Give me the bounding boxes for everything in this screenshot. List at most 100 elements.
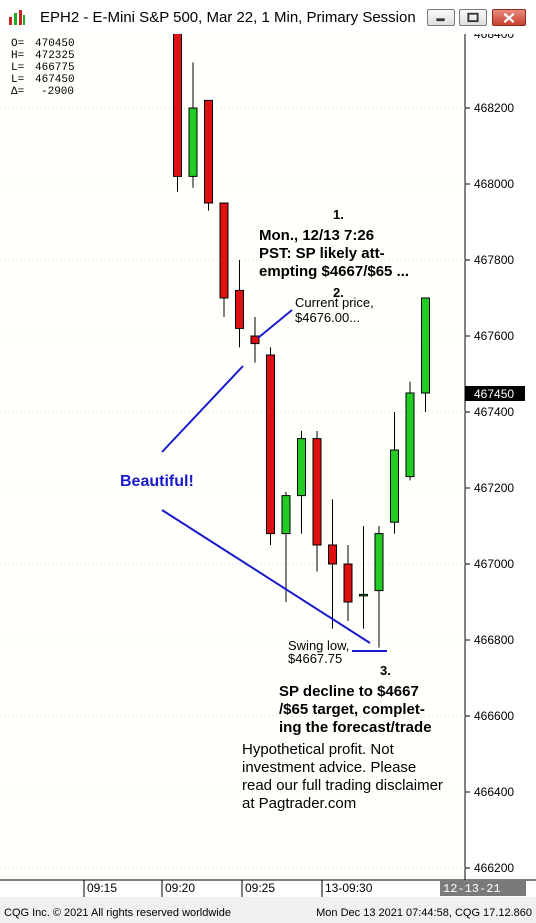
date-tag-bg [440, 880, 526, 896]
status-timestamp: Mon Dec 13 2021 07:44:58, CQG 17.12.860 [316, 907, 532, 919]
note-1-line-2: PST: SP likely att- [259, 245, 385, 262]
current-price-pointer [257, 309, 293, 339]
y-tick-label: 467800 [474, 253, 514, 267]
annotation-lines [161, 309, 387, 652]
candle-body [390, 449, 399, 523]
y-tick-label: 468200 [474, 101, 514, 115]
plot-area [0, 34, 465, 880]
ohlc-high: H= 472325 [11, 50, 75, 62]
app-icon [9, 10, 25, 25]
candle [421, 297, 430, 412]
candle [390, 412, 399, 534]
note-3-line-1: SP decline to $4667 [279, 683, 419, 700]
maximize-button[interactable] [459, 9, 487, 26]
candle-body [281, 495, 291, 535]
beautiful-line-lower [161, 509, 371, 644]
x-axis-panel [0, 880, 536, 897]
maximize-icon [467, 12, 479, 23]
beautiful-line-upper [161, 365, 244, 453]
price-tag: 467450 [474, 387, 514, 401]
note-2-line-1: Current price, [295, 295, 374, 310]
x-tick-label: 09:20 [165, 881, 195, 895]
close-button[interactable] [492, 9, 526, 26]
candle-body [266, 354, 275, 535]
candle-body [312, 438, 322, 546]
x-ticks: 09:15 09:20 09:25 13-09:30 [83, 880, 373, 897]
candle-body [328, 544, 337, 565]
window-title: EPH2 - E-Mini S&P 500, Mar 22, 1 Min, Pr… [40, 9, 416, 26]
minimize-button[interactable] [427, 9, 455, 26]
y-tick-label: 466600 [474, 709, 514, 723]
y-axis-panel [465, 34, 536, 880]
candle-body [250, 335, 260, 345]
x-tick-label: 13-09:30 [325, 881, 373, 895]
window-titlebar[interactable]: EPH2 - E-Mini S&P 500, Mar 22, 1 Min, Pr… [0, 0, 536, 35]
candle [328, 499, 337, 629]
candle-body [188, 107, 198, 177]
note-3: 3. SP decline to $4667 /$65 target, comp… [279, 663, 432, 736]
note-2-number: 2. [333, 285, 344, 300]
candle [281, 491, 291, 602]
candle-body [421, 297, 430, 394]
candle [266, 347, 275, 545]
candle-body [343, 563, 353, 603]
swing-low-line-1: Swing low, [288, 638, 349, 653]
candle [405, 381, 415, 481]
note-1-line-3: empting $4667/$65 ... [259, 263, 409, 280]
price-chart[interactable]: 468200 468000 467800 467600 467400 467200 4670… [0, 34, 536, 897]
x-tick-label: 09:15 [87, 881, 117, 895]
candles [173, 34, 430, 648]
candle [297, 431, 306, 534]
y-tick-label: 467400 [474, 405, 514, 419]
disclaimer-line-4: at Pagtrader.com [242, 795, 356, 812]
candle-body [405, 392, 415, 478]
note-3-line-2: /$65 target, complet- [279, 701, 425, 718]
grid [0, 107, 465, 869]
ohlc-open: O= 470450 [11, 38, 75, 50]
note-1: 1. Mon., 12/13 7:26 PST: SP likely att- … [259, 207, 409, 280]
y-tick-label: 466200 [474, 861, 514, 875]
y-tick-label: 467000 [474, 557, 514, 571]
disclaimer-line-2: investment advice. Please [242, 759, 416, 776]
candle [250, 317, 260, 363]
y-ticks: 468200 468000 467800 467600 467400 467200 4670… [465, 101, 514, 875]
candle [343, 545, 353, 621]
y-tick-label: 468000 [474, 177, 514, 191]
candle [359, 526, 368, 629]
y-tick-label: 466800 [474, 633, 514, 647]
candle [235, 260, 244, 348]
candle-body [297, 438, 306, 497]
note-1-line-1: Mon., 12/13 7:26 [259, 227, 374, 244]
candle-body [204, 99, 213, 204]
swing-low-note: Swing low, $4667.75 [288, 638, 349, 666]
note-2-line-2: $4676.00... [295, 310, 360, 325]
ohlc-box: O= 470450 H= 472325 L= 466775 L= 467450 Δ= -2… [11, 38, 75, 98]
candle-body [173, 34, 182, 177]
price-tag-bg [465, 386, 525, 401]
candle [219, 202, 229, 317]
candle-body [219, 202, 229, 299]
note-3-line-3: ing the forecast/trade [279, 719, 432, 736]
candle [312, 431, 322, 572]
y-tick-label: 466400 [474, 785, 514, 799]
candle [188, 62, 198, 188]
y-top-label: 468400 [474, 34, 514, 41]
ohlc-change: Δ= -2900 [11, 86, 74, 98]
ohlc-low: L= 466775 [11, 62, 75, 74]
minimize-icon [436, 18, 445, 22]
candle-body [235, 289, 244, 329]
note-2: 2. Current price, $4676.00... [295, 285, 374, 325]
candle [173, 34, 182, 192]
beautiful-label: Beautiful! [120, 473, 194, 490]
disclaimer-line-3: read our full trading disclaimer [242, 777, 443, 794]
candle-body [359, 593, 368, 597]
candle [374, 526, 384, 648]
swing-low-line-2: $4667.75 [288, 651, 342, 666]
status-bar: CQG Inc. © 2021 All rights reserved worl… [0, 904, 536, 923]
candle-body [374, 533, 384, 592]
close-icon [503, 12, 515, 24]
disclaimer: Hypothetical profit. Not investment advi… [242, 741, 443, 812]
ohlc-last: L= 467450 [11, 74, 75, 86]
y-tick-label: 467200 [474, 481, 514, 495]
status-copyright: CQG Inc. © 2021 All rights reserved worl… [4, 907, 231, 919]
